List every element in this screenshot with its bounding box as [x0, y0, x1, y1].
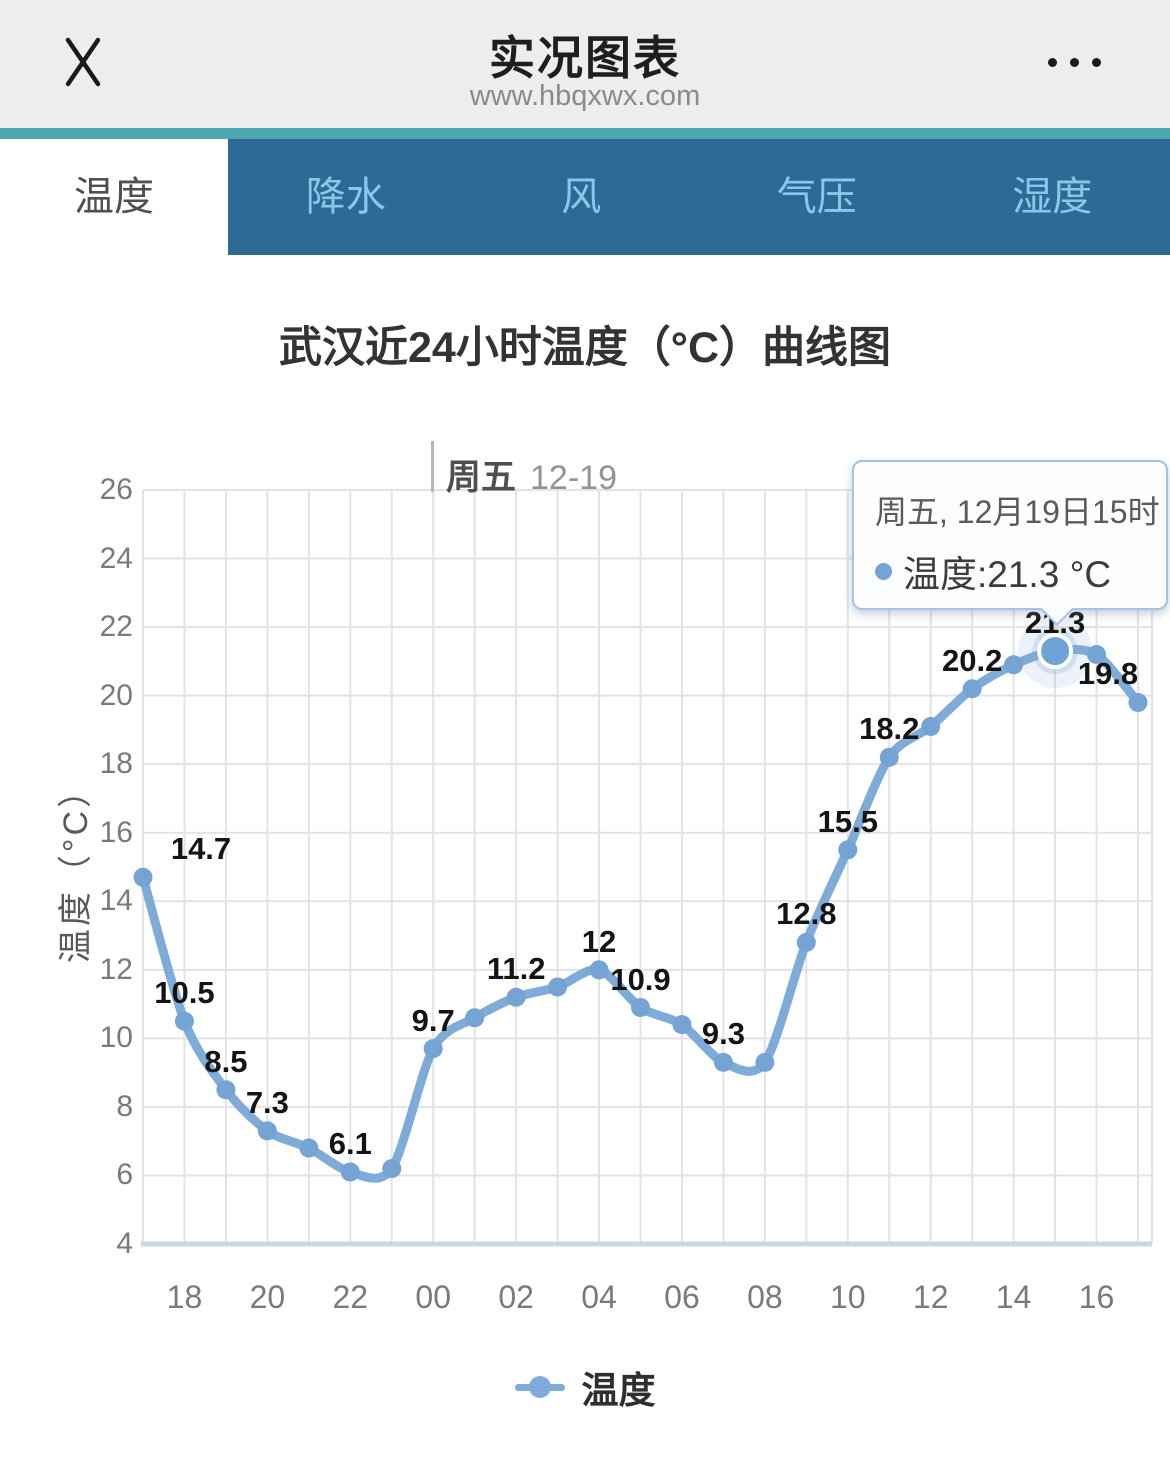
- data-point[interactable]: [838, 840, 858, 860]
- legend-label: 温度: [581, 1370, 656, 1411]
- chart-legend[interactable]: 温度: [0, 1360, 1170, 1414]
- tab-bar: 温度 降水 风 气压 湿度: [0, 128, 1170, 255]
- data-point[interactable]: [1128, 692, 1148, 712]
- y-tick-label: 22: [99, 610, 133, 644]
- data-label: 12: [581, 923, 617, 959]
- day-separator-day: 周五: [446, 458, 517, 497]
- data-point[interactable]: [174, 1011, 194, 1031]
- data-point[interactable]: [423, 1039, 443, 1059]
- x-tick-label: 02: [498, 1279, 534, 1315]
- close-icon[interactable]: [52, 30, 116, 94]
- data-point[interactable]: [299, 1138, 319, 1158]
- data-label: 18.2: [859, 711, 920, 747]
- data-point[interactable]: [382, 1159, 402, 1179]
- data-label: 6.1: [328, 1126, 372, 1162]
- data-label: 10.9: [610, 961, 671, 997]
- data-label: 11.2: [486, 951, 546, 987]
- day-separator-date: 12-19: [530, 459, 617, 497]
- x-tick-label: 20: [249, 1279, 286, 1315]
- data-point[interactable]: [589, 960, 609, 980]
- y-tick-label: 8: [116, 1089, 133, 1123]
- chart-title: 武汉近24小时温度（°C）曲线图: [278, 323, 892, 372]
- data-point[interactable]: [506, 987, 526, 1007]
- data-label: 20.2: [941, 642, 1003, 678]
- y-tick-label: 10: [99, 1021, 133, 1055]
- menu-icon[interactable]: [1048, 58, 1128, 78]
- x-tick-label: 14: [995, 1279, 1032, 1315]
- data-point[interactable]: [548, 977, 568, 997]
- data-point[interactable]: [465, 1008, 485, 1028]
- data-point[interactable]: [921, 716, 941, 736]
- y-tick-label: 18: [99, 747, 133, 781]
- data-point[interactable]: [631, 998, 650, 1018]
- y-tick-label: 16: [99, 815, 133, 849]
- tab-temperature[interactable]: 温度: [0, 139, 228, 255]
- data-label: 9.3: [701, 1016, 745, 1052]
- data-point[interactable]: [962, 679, 982, 699]
- x-tick-label: 00: [415, 1279, 451, 1315]
- data-point[interactable]: [340, 1162, 360, 1182]
- day-separator-line: [431, 441, 434, 492]
- data-point-highlight[interactable]: [1037, 633, 1074, 670]
- x-tick-label: 22: [332, 1279, 369, 1315]
- accent-strip: [0, 128, 1170, 139]
- data-label: 9.7: [411, 1002, 455, 1038]
- y-tick-label: 20: [99, 678, 133, 712]
- tab-row: 温度 降水 风 气压 湿度: [0, 139, 1170, 255]
- day-separator-label: 周五 12-19: [446, 449, 617, 500]
- legend-line-dot-icon: [514, 1375, 565, 1399]
- data-point[interactable]: [672, 1015, 692, 1035]
- data-label: 15.5: [817, 803, 878, 839]
- data-label: 12.8: [776, 896, 837, 932]
- page-url: www.hbqxwx.com: [469, 80, 701, 112]
- series-dot-icon: [875, 562, 892, 580]
- y-tick-label: 26: [99, 473, 133, 506]
- tab-pressure[interactable]: 气压: [776, 175, 857, 219]
- x-tick-label: 10: [829, 1279, 866, 1315]
- data-point[interactable]: [133, 867, 153, 887]
- data-point[interactable]: [1004, 655, 1024, 675]
- data-point[interactable]: [216, 1080, 236, 1100]
- data-point[interactable]: [879, 747, 899, 767]
- data-label: 19.8: [1077, 656, 1139, 692]
- chart-tooltip: 周五, 12月19日15时 温度:21.3 °C: [852, 460, 1168, 626]
- y-tick-label: 14: [99, 884, 133, 918]
- y-tick-label: 24: [99, 541, 133, 575]
- page-title: 实况图表: [489, 32, 681, 84]
- titlebar: 实况图表 www.hbqxwx.com: [0, 0, 1170, 128]
- tab-precipitation[interactable]: 降水: [305, 175, 386, 219]
- y-axis-title: 温度（°C）: [57, 770, 95, 964]
- x-tick-label: 16: [1078, 1279, 1115, 1315]
- tooltip-datetime: 周五, 12月19日15时: [875, 494, 1160, 530]
- x-tick-label: 08: [747, 1279, 783, 1315]
- y-tick-label: 6: [116, 1158, 133, 1192]
- data-label: 7.3: [245, 1084, 289, 1120]
- x-tick-label: 04: [581, 1279, 617, 1315]
- x-tick-label: 06: [664, 1279, 700, 1315]
- data-point[interactable]: [257, 1121, 277, 1141]
- data-label: 8.5: [204, 1043, 248, 1079]
- data-point[interactable]: [796, 932, 816, 952]
- x-tick-label: 18: [166, 1279, 203, 1315]
- data-point[interactable]: [755, 1052, 775, 1072]
- x-tick-label: 12: [912, 1279, 949, 1315]
- y-tick-label: 12: [99, 952, 133, 986]
- y-tick-label: 4: [116, 1227, 133, 1260]
- tab-humidity[interactable]: 湿度: [1012, 175, 1093, 219]
- tab-wind[interactable]: 风: [561, 175, 602, 219]
- data-point[interactable]: [713, 1052, 733, 1072]
- data-label: 10.5: [154, 975, 215, 1011]
- tooltip-value: 温度:21.3 °C: [903, 554, 1112, 595]
- data-label: 14.7: [170, 831, 232, 867]
- data-point[interactable]: [1087, 645, 1107, 665]
